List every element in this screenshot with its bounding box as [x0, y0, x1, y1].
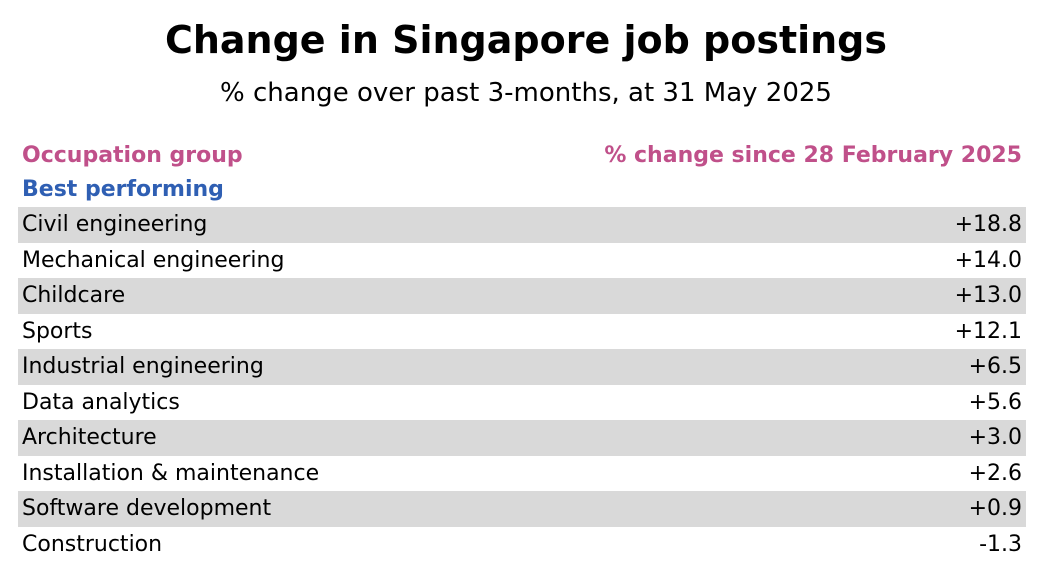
change-value-cell: +3.0: [968, 425, 1022, 451]
occupation-cell: Software development: [22, 496, 272, 522]
change-value-cell: +14.0: [954, 247, 1022, 273]
table-row: Sports +12.1: [18, 313, 1026, 349]
table-row: Software development +0.9: [18, 491, 1026, 527]
table-row: Civil engineering +18.8: [18, 207, 1026, 243]
occupation-cell: Industrial engineering: [22, 354, 264, 380]
change-value-cell: +13.0: [954, 283, 1022, 309]
section-label-best-performing: Best performing: [22, 177, 224, 202]
table-row: Data analytics +5.6: [18, 384, 1026, 420]
table-row: Construction -1.3: [18, 526, 1026, 562]
table-row: Childcare +13.0: [18, 278, 1026, 314]
occupation-cell: Installation & maintenance: [22, 460, 320, 486]
change-value-cell: -1.3: [979, 531, 1022, 557]
occupation-cell: Childcare: [22, 283, 126, 309]
change-value-cell: +5.6: [968, 389, 1022, 415]
table-body: Civil engineering +18.8 Mechanical enginee…: [18, 207, 1026, 562]
job-postings-table: Occupation group % change since 28 Febru…: [18, 137, 1026, 562]
occupation-cell: Data analytics: [22, 389, 180, 415]
change-value-cell: +0.9: [968, 496, 1022, 522]
table-row: Mechanical engineering +14.0: [18, 242, 1026, 278]
change-value-cell: +18.8: [954, 212, 1022, 238]
occupation-cell: Mechanical engineering: [22, 247, 285, 273]
table-header: Occupation group % change since 28 Febru…: [18, 137, 1026, 173]
occupation-cell: Construction: [22, 531, 163, 557]
table-row: Industrial engineering +6.5: [18, 349, 1026, 385]
change-value-cell: +2.6: [968, 460, 1022, 486]
change-value-cell: +6.5: [968, 354, 1022, 380]
chart-subtitle: % change over past 3-months, at 31 May 2…: [220, 78, 832, 108]
change-value-cell: +12.1: [954, 318, 1022, 344]
column-header-change: % change since 28 February 2025: [604, 142, 1022, 168]
occupation-cell: Sports: [22, 318, 93, 344]
table-row: Architecture +3.0: [18, 420, 1026, 456]
occupation-cell: Civil engineering: [22, 212, 208, 238]
chart-title: Change in Singapore job postings: [164, 18, 888, 62]
column-header-occupation: Occupation group: [22, 142, 243, 168]
occupation-cell: Architecture: [22, 425, 157, 451]
table-row: Installation & maintenance +2.6: [18, 455, 1026, 491]
